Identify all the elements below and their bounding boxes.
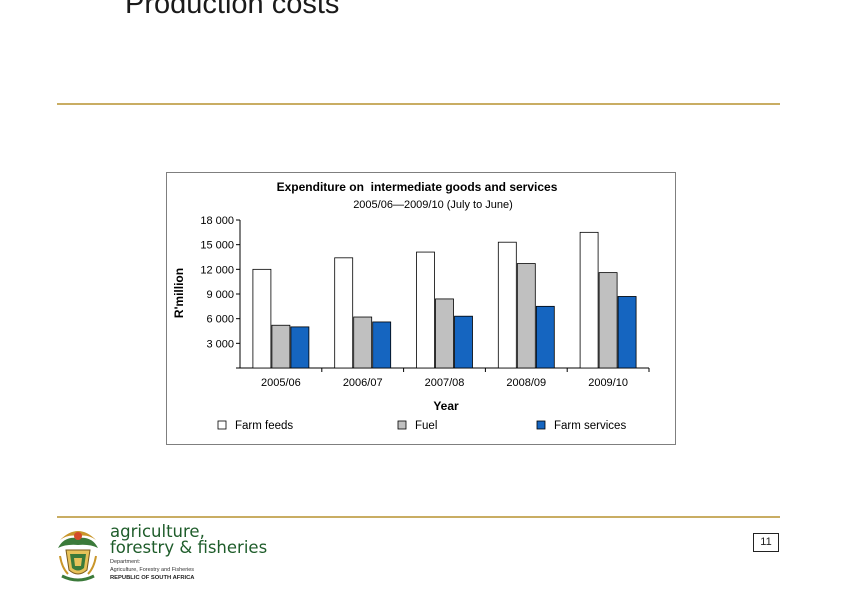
x-tick-label: 2007/08 [425, 377, 465, 389]
top-divider [57, 103, 780, 105]
logo-department-label: Department: [110, 559, 141, 565]
bar-fuel [516, 263, 536, 369]
x-tick-label: 2005/06 [261, 377, 301, 389]
legend-swatch-fuel [397, 420, 407, 430]
x-tick-label: 2008/09 [506, 377, 546, 389]
bar-farm-feeds [252, 268, 272, 369]
bar-farm-feeds [416, 251, 435, 369]
bar-fuel [435, 298, 454, 369]
bar-fuel [271, 324, 291, 369]
bar-farm-services [617, 296, 637, 369]
chart-frame: Expenditure on intermediate goods and se… [166, 172, 676, 445]
x-axis-title: Year [433, 399, 459, 413]
x-tick-label: 2006/07 [343, 377, 383, 389]
legend-label-farm-services: Farm services [554, 420, 626, 432]
bottom-divider [57, 516, 780, 518]
y-tick-label: 9 000 [206, 289, 234, 301]
y-tick-label: 12 000 [200, 264, 234, 276]
bar-farm-feeds [334, 257, 354, 369]
coat-of-arms-icon [58, 531, 98, 582]
bar-farm-services [535, 305, 555, 369]
bar-farm-feeds [579, 231, 599, 369]
bar-farm-services [454, 315, 473, 369]
legend-label-fuel: Fuel [415, 420, 437, 432]
department-logo: agriculture, forestry & fisheries Depart… [54, 522, 268, 588]
logo-country: REPUBLIC OF SOUTH AFRICA [110, 575, 195, 581]
y-tick-label: 18 000 [200, 215, 234, 227]
y-tick-label: 15 000 [200, 240, 234, 252]
legend-swatch-farm-services [536, 420, 546, 430]
x-tick-label: 2009/10 [588, 377, 628, 389]
page-number: 11 [753, 533, 779, 552]
bar-chart: Expenditure on intermediate goods and se… [172, 180, 650, 432]
y-tick-label: 6 000 [206, 314, 234, 326]
chart-title: Expenditure on intermediate goods and se… [277, 180, 558, 194]
logo-text-line2: forestry & fisheries [110, 538, 268, 557]
legend-label-farm-feeds: Farm feeds [235, 420, 293, 432]
y-axis-title: R'million [172, 268, 186, 318]
bar-fuel [598, 272, 618, 369]
y-tick-label: 3 000 [206, 338, 234, 350]
bar-fuel [353, 316, 373, 369]
logo-text-line1: agriculture, [110, 522, 205, 541]
bar-farm-services [372, 321, 392, 369]
slide-title: Production costs [125, 0, 340, 20]
bar-farm-services [290, 326, 310, 369]
bar-farm-feeds [497, 241, 517, 369]
logo-department-name: Agriculture, Forestry and Fisheries [110, 567, 195, 573]
chart-subtitle: 2005/06—2009/10 (July to June) [353, 199, 513, 211]
legend-swatch-farm-feeds [217, 420, 227, 430]
